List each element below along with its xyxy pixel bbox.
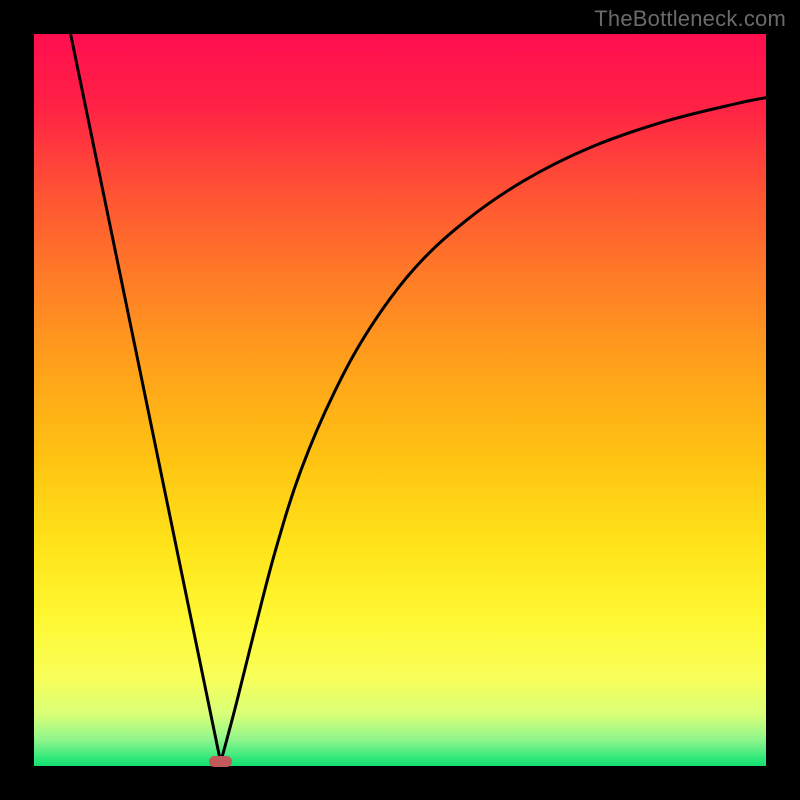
watermark-text: TheBottleneck.com bbox=[594, 6, 786, 32]
chart-plot bbox=[34, 34, 766, 766]
minimum-marker bbox=[209, 756, 232, 768]
chart-container: TheBottleneck.com bbox=[0, 0, 800, 800]
